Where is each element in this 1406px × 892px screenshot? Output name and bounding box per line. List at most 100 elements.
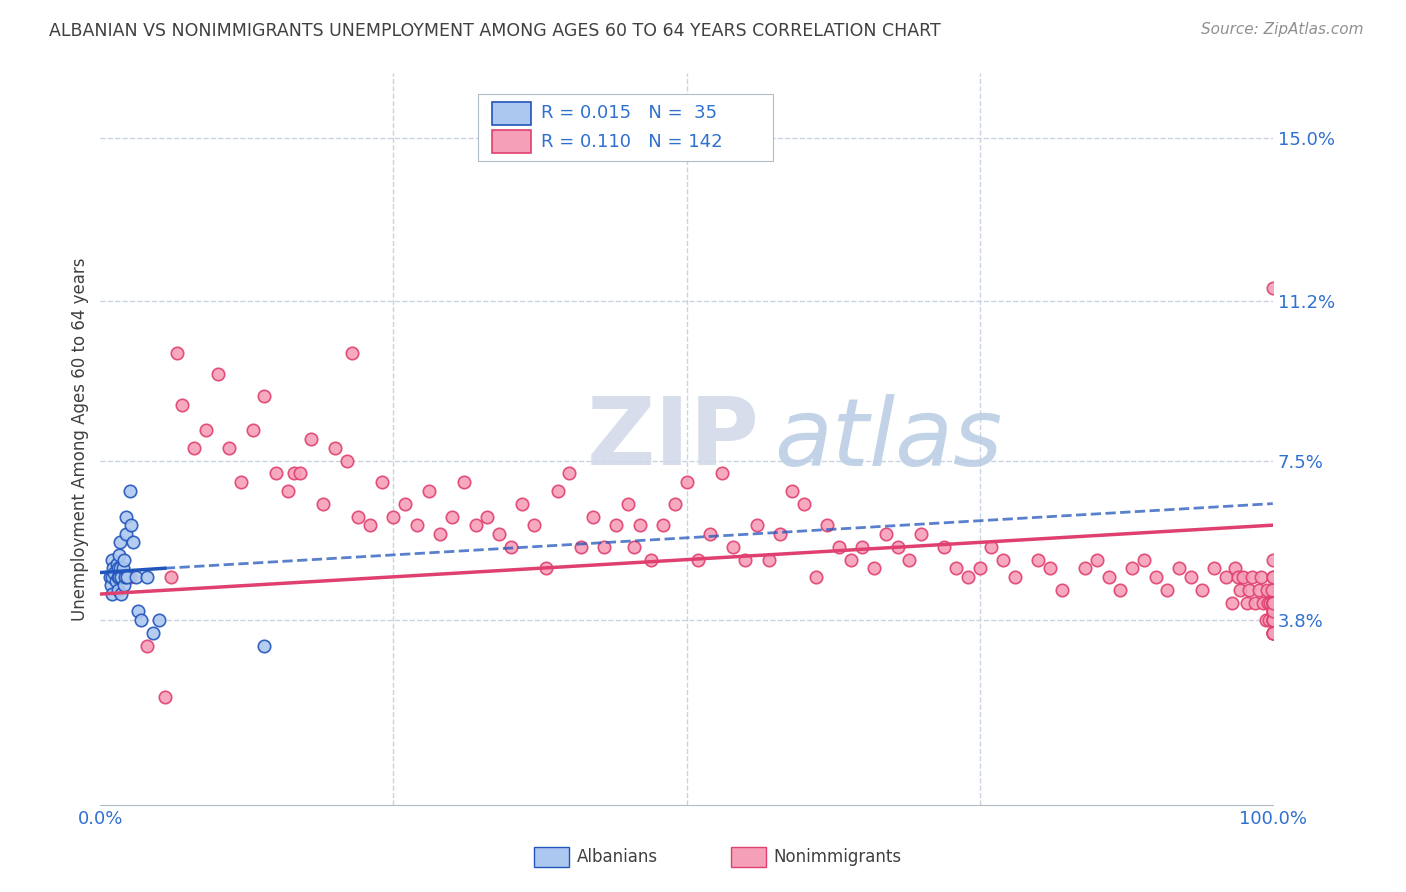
Point [699,526,721,541]
Text: Source: ZipAtlas.com: Source: ZipAtlas.com [1201,22,1364,37]
Point [1261,596,1284,610]
Point [734,552,756,566]
Point [1050,582,1073,597]
Point [945,561,967,575]
Point [114,570,136,584]
Point [112,578,135,592]
Point [1261,596,1284,610]
Point [1156,582,1178,597]
Point [1261,613,1284,627]
Point [148,613,170,627]
Point [980,540,1002,554]
Point [104,574,127,589]
Point [1240,570,1263,584]
Point [1121,561,1143,575]
Point [1258,613,1281,627]
Point [1260,596,1282,610]
Point [1261,596,1284,610]
Point [382,509,405,524]
Point [1098,570,1121,584]
Point [582,509,605,524]
Point [969,561,991,575]
Point [1261,613,1284,627]
Point [1261,596,1284,610]
Point [107,570,129,584]
Point [1229,582,1251,597]
Point [652,518,675,533]
Point [1261,613,1284,627]
Point [745,518,768,533]
Point [359,518,381,533]
Point [100,578,122,592]
Point [477,509,499,524]
Point [569,540,592,554]
Point [769,526,792,541]
Point [323,441,346,455]
Point [793,497,815,511]
Point [1226,570,1249,584]
Text: ALBANIAN VS NONIMMIGRANTS UNEMPLOYMENT AMONG AGES 60 TO 64 YEARS CORRELATION CHA: ALBANIAN VS NONIMMIGRANTS UNEMPLOYMENT A… [49,22,941,40]
Point [1250,570,1272,584]
Point [124,570,146,584]
Point [194,424,217,438]
Point [1261,596,1284,610]
Point [115,509,138,524]
Point [98,570,121,584]
Point [628,518,651,533]
Point [131,613,153,627]
Point [264,467,287,481]
Point [1261,570,1284,584]
Point [640,552,662,566]
Point [347,509,370,524]
Point [1261,625,1284,640]
Point [623,540,645,554]
Point [1261,625,1284,640]
Point [1261,281,1284,295]
Point [1004,570,1026,584]
Point [1261,625,1284,640]
Point [675,475,697,489]
Point [1261,596,1284,610]
Point [153,690,176,705]
Point [1260,582,1282,597]
Point [277,483,299,498]
Point [605,518,627,533]
Point [558,467,581,481]
Point [118,483,141,498]
Point [886,540,908,554]
Point [1253,596,1275,610]
Point [1236,596,1258,610]
Point [107,582,129,597]
Point [1244,596,1267,610]
Point [453,475,475,489]
Y-axis label: Unemployment Among Ages 60 to 64 years: Unemployment Among Ages 60 to 64 years [72,257,89,621]
Point [101,552,124,566]
Point [101,570,124,584]
Text: Nonimmigrants: Nonimmigrants [773,848,901,866]
Point [1180,570,1202,584]
Point [1026,552,1049,566]
Point [723,540,745,554]
Point [1074,561,1097,575]
Point [934,540,956,554]
Point [1256,582,1278,597]
Point [110,535,132,549]
Text: Albanians: Albanians [576,848,658,866]
Point [758,552,780,566]
Text: ZIP: ZIP [586,393,759,485]
Point [617,497,640,511]
Point [312,497,335,511]
Point [1261,570,1284,584]
Point [593,540,616,554]
Point [253,639,276,653]
Point [122,535,145,549]
Point [1039,561,1062,575]
Point [299,432,322,446]
Point [523,518,546,533]
Point [110,587,132,601]
Point [1261,625,1284,640]
Point [863,561,886,575]
Text: atlas: atlas [775,393,1002,484]
Point [101,587,124,601]
Text: R = 0.015   N =  35: R = 0.015 N = 35 [541,104,717,122]
